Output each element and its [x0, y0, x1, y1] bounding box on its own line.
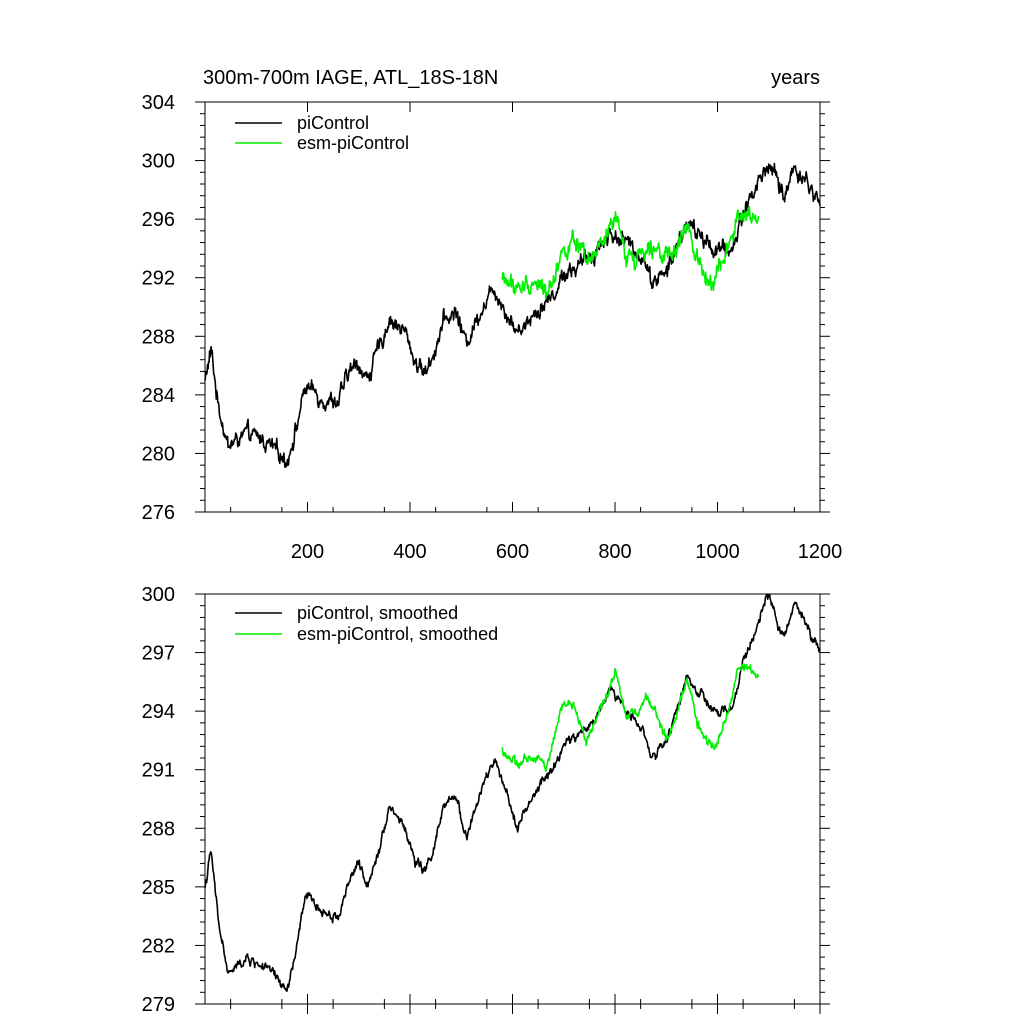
x-tick-label: 1200 — [798, 541, 843, 563]
series-group — [204, 162, 821, 468]
x-tick-label: 800 — [598, 541, 631, 563]
y-tick-label: 300 — [142, 584, 175, 606]
legend-label-picontrol: piControl — [297, 113, 369, 133]
y-tick-label: 288 — [142, 326, 175, 348]
y-tick-label: 276 — [142, 502, 175, 524]
panel-title-left: 300m-700m IAGE, ATL_18S-18N — [203, 67, 498, 89]
series-group — [204, 593, 821, 992]
panel-raw: 300m-700m IAGE, ATL_18S-18N years 276 280… — [142, 67, 843, 563]
panel-smoothed: 279 282 285 288 291 294 297 300 piControl, smoo… — [142, 584, 830, 1016]
y-tick-label: 296 — [142, 209, 175, 231]
panel-title-right: years — [771, 67, 820, 89]
series-line-picontrol-smoothed — [204, 593, 821, 992]
y-tick-label: 297 — [142, 643, 175, 665]
x-tick-label: 400 — [393, 541, 426, 563]
x-tick-label: 600 — [496, 541, 529, 563]
y-tick-label: 280 — [142, 443, 175, 465]
series-line-esm-picontrol-smoothed — [501, 663, 760, 773]
y-tick-label: 304 — [142, 92, 175, 114]
y-tick-label: 285 — [142, 877, 175, 899]
y-tick-label: 284 — [142, 385, 175, 407]
series-line-esm-picontrol — [501, 206, 760, 300]
x-tick-label: 200 — [291, 541, 324, 563]
legend: piControl, smoothed esm-piControl, smoot… — [235, 603, 498, 644]
plot-frame — [204, 593, 821, 1005]
plot-frame — [204, 101, 821, 513]
x-tick-label: 1000 — [695, 541, 740, 563]
y-tick-label: 300 — [142, 151, 175, 173]
ticks-group: 276 280 284 288 292 296 300 304 200 400 600 800 1000… — [142, 92, 843, 563]
legend-label-esm-picontrol: esm-piControl — [297, 133, 409, 153]
legend-label-esm-picontrol-smoothed: esm-piControl, smoothed — [297, 624, 498, 644]
series-line-picontrol — [204, 162, 821, 468]
legend: piControl esm-piControl — [235, 113, 409, 153]
legend-label-picontrol-smoothed: piControl, smoothed — [297, 603, 458, 623]
ticks-group: 279 282 285 288 291 294 297 300 — [142, 584, 830, 1016]
y-tick-label: 288 — [142, 818, 175, 840]
y-tick-label: 292 — [142, 268, 175, 290]
y-tick-label: 282 — [142, 935, 175, 957]
y-tick-label: 291 — [142, 760, 175, 782]
y-tick-label: 294 — [142, 701, 175, 723]
y-tick-label: 279 — [142, 994, 175, 1016]
